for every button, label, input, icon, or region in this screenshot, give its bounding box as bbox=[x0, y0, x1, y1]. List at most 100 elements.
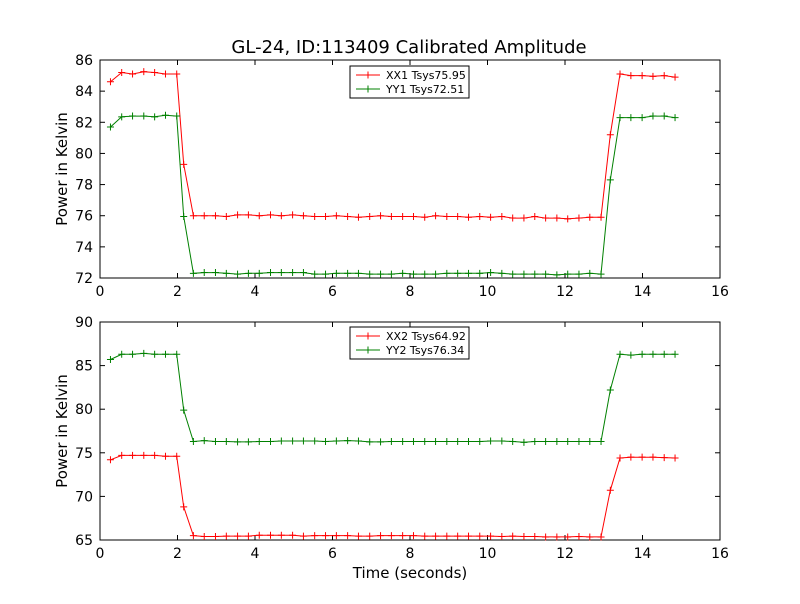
data-point-xx1 bbox=[129, 70, 137, 78]
data-point-xx2 bbox=[597, 533, 605, 541]
data-point-xx2 bbox=[118, 451, 126, 459]
data-point-xx1 bbox=[234, 211, 242, 219]
y-tick-label: 75 bbox=[75, 446, 93, 462]
data-point-xx2 bbox=[575, 533, 583, 541]
data-point-yy2 bbox=[332, 437, 340, 445]
data-point-yy1 bbox=[575, 270, 583, 278]
data-point-xx2 bbox=[432, 532, 440, 540]
x-tick-label: 2 bbox=[173, 284, 182, 300]
data-point-yy1 bbox=[189, 269, 197, 277]
data-point-xx2 bbox=[638, 453, 646, 461]
data-point-xx1 bbox=[671, 73, 679, 81]
legend-label: XX2 Tsys64.92 bbox=[386, 330, 466, 343]
data-point-xx1 bbox=[161, 70, 169, 78]
data-point-yy2 bbox=[671, 350, 679, 358]
data-point-yy2 bbox=[140, 349, 148, 357]
data-point-xx1 bbox=[322, 212, 330, 220]
y-tick-label: 76 bbox=[75, 209, 93, 225]
y-tick-label: 80 bbox=[75, 146, 93, 162]
data-point-yy1 bbox=[255, 269, 263, 277]
data-point-xx2 bbox=[311, 532, 319, 540]
data-point-xx2 bbox=[542, 533, 550, 541]
data-point-yy1 bbox=[234, 270, 242, 278]
data-point-xx2 bbox=[211, 533, 219, 541]
x-tick-label: 12 bbox=[556, 284, 574, 300]
data-point-yy2 bbox=[597, 437, 605, 445]
data-point-xx2 bbox=[399, 532, 407, 540]
data-point-yy1 bbox=[161, 111, 169, 119]
data-point-yy2 bbox=[606, 386, 614, 394]
data-point-xx2 bbox=[487, 532, 495, 540]
data-point-xx2 bbox=[476, 532, 484, 540]
data-point-yy1 bbox=[332, 269, 340, 277]
data-point-xx2 bbox=[244, 532, 252, 540]
data-point-yy2 bbox=[465, 437, 473, 445]
data-point-xx1 bbox=[649, 72, 657, 80]
legend-label: YY1 Tsys72.51 bbox=[385, 83, 464, 96]
data-point-xx2 bbox=[106, 456, 114, 464]
data-point-xx2 bbox=[234, 532, 242, 540]
data-point-yy1 bbox=[173, 112, 181, 120]
data-point-xx1 bbox=[180, 160, 188, 168]
data-point-yy2 bbox=[244, 438, 252, 446]
data-point-xx2 bbox=[299, 532, 307, 540]
data-point-yy2 bbox=[267, 437, 274, 445]
data-point-xx2 bbox=[180, 503, 188, 511]
data-point-yy1 bbox=[443, 269, 451, 277]
data-point-xx1 bbox=[409, 212, 417, 220]
data-point-yy1 bbox=[151, 113, 159, 121]
data-point-yy2 bbox=[161, 350, 169, 358]
y-tick-label: 80 bbox=[75, 402, 93, 418]
data-point-yy2 bbox=[189, 437, 197, 445]
data-point-xx2 bbox=[616, 454, 624, 462]
data-point-yy2 bbox=[234, 438, 242, 446]
data-point-yy2 bbox=[377, 438, 385, 446]
data-point-xx2 bbox=[332, 532, 340, 540]
y-tick-label: 82 bbox=[75, 115, 93, 131]
data-point-xx1 bbox=[332, 212, 340, 220]
data-point-xx2 bbox=[140, 451, 148, 459]
x-tick-label: 12 bbox=[556, 546, 574, 562]
bottom-subplot: 0 2 4 6 8 10 12 14 16 65 70 75 80 85 90 Power in Kelvin… bbox=[53, 315, 729, 582]
x-tick-label: 6 bbox=[328, 284, 337, 300]
data-point-xx1 bbox=[638, 72, 646, 80]
x-tick-label: 14 bbox=[634, 284, 652, 300]
data-point-xx2 bbox=[531, 533, 539, 541]
data-point-yy1 bbox=[289, 269, 297, 277]
data-point-yy2 bbox=[509, 437, 517, 445]
data-point-yy1 bbox=[638, 114, 646, 122]
legend-marker bbox=[364, 332, 372, 340]
chart-title: GL-24, ID:113409 Calibrated Amplitude bbox=[231, 37, 586, 58]
data-point-yy2 bbox=[151, 350, 159, 358]
x-axis-title: Time (seconds) bbox=[352, 564, 468, 582]
data-point-yy1 bbox=[106, 123, 114, 131]
top-subplot: 0 2 4 6 8 10 12 14 16 72 74 76 78 80 82 84 86 Power in Ke… bbox=[53, 53, 729, 300]
x-tick-label: 6 bbox=[328, 546, 337, 562]
x-tick-label: 0 bbox=[96, 284, 105, 300]
data-point-yy2 bbox=[443, 437, 451, 445]
x-tick-label: 10 bbox=[479, 284, 497, 300]
data-point-xx2 bbox=[289, 531, 297, 539]
data-point-yy1 bbox=[366, 270, 374, 278]
data-point-yy2 bbox=[211, 437, 219, 445]
data-point-yy2 bbox=[421, 437, 429, 445]
y-tick-label: 84 bbox=[75, 84, 93, 100]
data-point-xx2 bbox=[465, 532, 473, 540]
data-point-xx1 bbox=[443, 212, 451, 220]
data-point-yy2 bbox=[627, 351, 635, 359]
x-tick-label: 10 bbox=[479, 546, 497, 562]
data-point-yy2 bbox=[354, 437, 362, 445]
legend-box bbox=[349, 65, 470, 99]
data-point-xx2 bbox=[161, 452, 169, 460]
x-tick-label: 0 bbox=[96, 546, 105, 562]
data-point-xx1 bbox=[377, 212, 385, 220]
data-point-xx1 bbox=[606, 131, 614, 139]
legend-marker bbox=[364, 346, 372, 354]
y-tick-label: 70 bbox=[75, 489, 93, 505]
legend-marker bbox=[364, 85, 372, 93]
data-point-yy2 bbox=[575, 437, 583, 445]
x-tick-label: 16 bbox=[711, 284, 729, 300]
series-line-yy1 bbox=[110, 114, 676, 276]
data-point-yy1 bbox=[465, 269, 473, 277]
data-point-yy2 bbox=[322, 437, 330, 445]
